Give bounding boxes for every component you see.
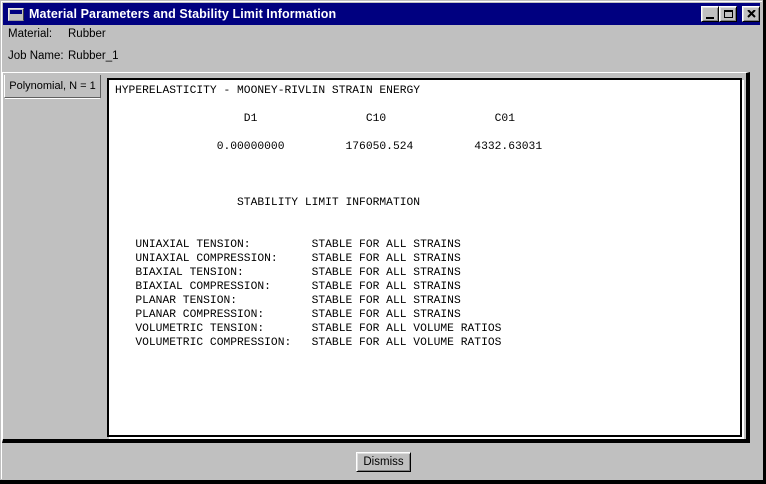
close-button[interactable] [742,6,760,22]
window-edge-highlight-top [1,1,762,2]
minimize-icon [706,17,714,19]
maximize-icon [723,10,733,18]
title-bar[interactable]: Material Parameters and Stability Limit … [3,3,760,25]
window-edge-shadow-right [763,0,766,484]
report-text: HYPERELASTICITY - MOONEY-RIVLIN STRAIN E… [115,85,543,349]
close-icon [746,10,756,18]
window-edge-highlight-left [1,1,2,479]
report-area: HYPERELASTICITY - MOONEY-RIVLIN STRAIN E… [107,78,742,437]
window-edge-shadow-bottom [0,480,766,484]
tab-polynomial-n1[interactable]: Polynomial, N = 1 [4,75,101,98]
job-name-label: Job Name: [8,50,64,62]
window-icon[interactable] [8,7,24,21]
material-value: Rubber [68,28,106,40]
dismiss-button-label: Dismiss [363,456,404,468]
minimize-button[interactable] [701,6,719,22]
material-label: Material: [8,28,53,40]
job-name-value: Rubber_1 [68,50,119,62]
dismiss-button[interactable]: Dismiss [356,452,411,472]
window-title: Material Parameters and Stability Limit … [29,7,337,21]
maximize-button[interactable] [719,6,737,22]
window-icon-titlebar [10,9,22,14]
tab-label: Polynomial, N = 1 [9,80,96,92]
